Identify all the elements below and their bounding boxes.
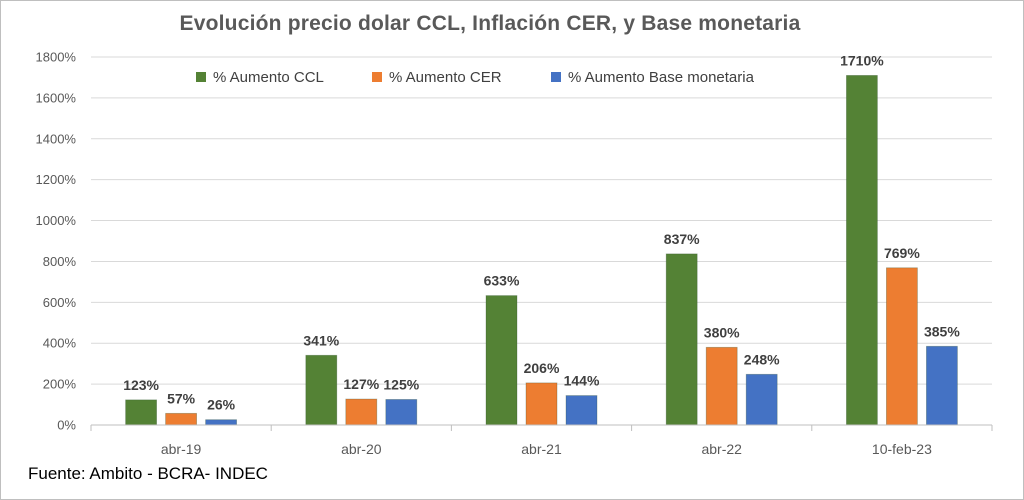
y-tick-label: 400% [43,336,77,351]
x-tick-label: abr-19 [161,441,202,457]
bar [165,412,198,426]
legend-label: % Aumento CER [389,69,502,86]
legend-swatch [551,72,561,82]
bar [565,395,598,426]
y-tick-label: 1600% [36,90,77,105]
source-note: Fuente: Ambito - BCRA- INDEC [28,464,268,483]
data-label: 26% [207,397,236,413]
legend: % Aumento CCL % Aumento CER % Aumento Base… [196,69,755,86]
data-label: 123% [123,377,159,393]
data-label: 385% [924,323,960,339]
y-tick-label: 1200% [36,172,77,187]
data-label: 248% [744,351,780,367]
chart-title: Evolución precio dolar CCL, Inflación CE… [179,12,801,35]
data-label: 837% [664,231,700,247]
bar [745,373,778,426]
y-tick-label: 0% [57,418,76,433]
data-label: 144% [564,373,600,389]
data-label: 125% [383,376,419,392]
bar [846,75,878,426]
x-axis: abr-19 abr-20 abr-21 abr-22 10-feb-23 [90,424,993,457]
x-tick-label: abr-22 [701,441,742,457]
y-tick-label: 200% [43,377,77,392]
legend-swatch [372,72,382,82]
bars: 123% 57% 26% 341% 127% 125% 633% 206%144% 837% 38… [123,52,960,426]
data-label: 57% [167,390,196,406]
y-tick-label: 1000% [36,213,77,228]
bar [525,382,558,426]
bar [485,295,518,426]
data-label: 206% [524,360,560,376]
bar [125,399,157,426]
data-label: 1710% [840,52,884,68]
data-label: 633% [484,273,520,289]
y-tick-label: 800% [43,254,77,269]
x-tick-label: abr-20 [341,441,382,457]
data-label: 769% [884,245,920,261]
legend-swatch [196,72,206,82]
legend-label: % Aumento CCL [213,69,324,86]
gridlines [91,56,992,385]
y-tick-label: 1800% [36,50,77,65]
y-axis-ticks: 0% 200% 400% 600% 800% 1000% 1200% 1400% 1600% 18… [36,50,77,433]
bar [886,267,918,426]
legend-label: % Aumento Base monetaria [568,69,755,86]
y-tick-label: 600% [43,295,77,310]
x-tick-label: abr-21 [521,441,562,457]
bar [926,345,958,426]
data-label: 127% [343,376,379,392]
bar [345,398,378,426]
data-label: 341% [303,332,339,348]
bar [385,399,418,426]
bar [305,354,338,426]
data-label: 380% [704,324,740,340]
x-tick-label: 10-feb-23 [872,441,932,457]
y-tick-label: 1400% [36,131,77,146]
bar [665,253,698,426]
bar [705,346,738,426]
bar [205,419,238,426]
